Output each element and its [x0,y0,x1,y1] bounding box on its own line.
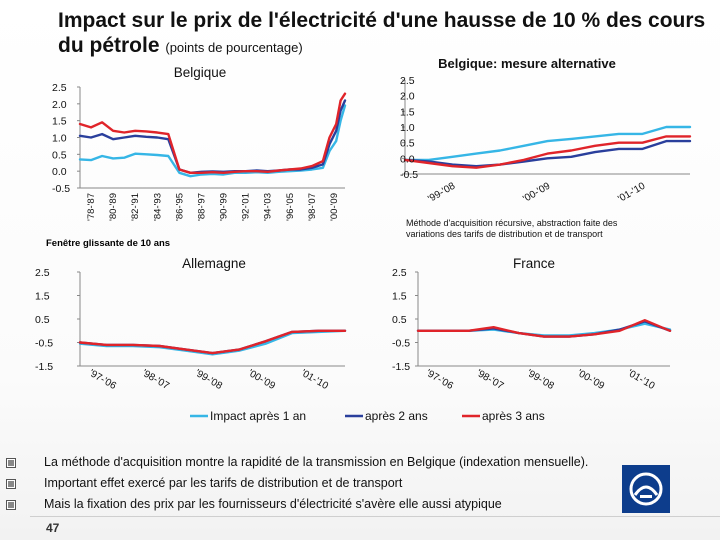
y-tick-label: 0.5 [392,314,407,326]
x-tick-label: '00-'09 [575,368,606,392]
y-tick-label: 1.5 [392,291,407,303]
y-tick-label: -1.5 [392,361,410,373]
bullet-item: Important effet exercé par les tarifs de… [6,473,706,494]
x-tick-label: '01-'10 [299,368,330,392]
x-tick-label: '00-'09 [329,193,340,221]
slide-title-main: Impact sur le prix de l'électricité d'un… [58,9,706,57]
checkbox-bullet-icon [6,479,16,489]
x-tick-label: '88-'97 [196,193,207,221]
nbb-logo-icon [622,465,670,513]
y-tick-label: 1.0 [400,122,415,134]
x-tick-label: '92-'01 [241,193,252,221]
series-line [78,99,347,175]
x-tick-label: '97-'06 [87,368,118,392]
rolling-window-note: Fenêtre glissante de 10 ans [46,238,170,249]
series-line [78,329,347,355]
checkbox-bullet-icon [6,500,16,510]
series-line [78,92,347,175]
series-line [416,319,672,338]
x-tick-label: '98-'07 [474,368,505,392]
chart-title: France [513,256,555,271]
legend-label: Impact après 1 an [210,409,306,423]
series-line [403,139,692,168]
y-tick-label: 1.0 [52,133,67,145]
footer-rule [30,516,720,517]
x-tick-label: '97-'06 [424,368,455,392]
x-tick-label: '98-'07 [140,368,171,392]
x-tick-label: '01-'10 [626,368,657,392]
x-tick-label: '80-'89 [108,193,119,221]
y-tick-label: -0.5 [52,183,70,195]
bullet-item: La méthode d'acquisition montre la rapid… [6,452,706,473]
y-tick-label: 2.5 [400,75,415,87]
y-tick-label: 0.5 [52,149,67,161]
x-tick-label: '00-'09 [246,368,277,392]
x-tick-label: '99-'08 [193,368,224,392]
y-tick-label: 1.5 [52,116,67,128]
charts-canvas: 2.5 2.0 1.5 1.0 0.5 0.0 -0.5 '78-'87 '80-'89 '82-… [35,56,692,423]
x-tick-label: '99-'08 [525,368,556,392]
page-number: 47 [46,521,60,535]
series-line [78,104,347,178]
chart-title: Belgique: mesure alternative [438,56,616,71]
bullet-text: Important effet exercé par les tarifs de… [44,476,403,490]
x-tick-label: '82-'91 [130,193,141,221]
legend-label: après 2 ans [365,409,428,423]
x-tick-label: '86-'95 [174,193,185,221]
y-tick-label: -0.5 [392,338,410,350]
x-tick-label: '00-'09 [521,181,552,205]
legend-label: après 3 ans [482,409,545,423]
x-tick-label: '99-'08 [426,181,457,205]
y-tick-label: 2.5 [52,82,67,94]
chart-title: Allemagne [182,256,246,271]
series-line [403,135,692,169]
y-tick-label: 1.5 [35,291,50,303]
series-line [403,125,692,162]
y-tick-label: -0.5 [35,338,53,350]
y-tick-label: 1.5 [400,106,415,118]
x-tick-label: '96-'05 [285,193,296,221]
checkbox-bullet-icon [6,458,16,468]
chart-legend: Impact après 1 an après 2 ans après 3 ans [190,409,545,423]
x-tick-label: '84-'93 [152,193,163,221]
x-tick-label: '78-'87 [86,193,97,221]
bullet-list: La méthode d'acquisition montre la rapid… [6,452,706,515]
slide-title-sub: (points de pourcentage) [165,40,303,55]
bullet-text: La méthode d'acquisition montre la rapid… [44,455,589,469]
bullet-item: Mais la fixation des prix par les fourni… [6,494,706,515]
y-tick-label: -0.5 [400,169,418,181]
x-tick-label: '98-'07 [307,193,318,221]
y-tick-label: 2.0 [400,91,415,103]
y-tick-label: 0.5 [400,138,415,150]
x-tick-label: '01-'10 [616,181,647,205]
y-tick-label: 2.5 [392,267,407,279]
y-tick-label: 2.0 [52,99,67,111]
y-tick-label: 2.5 [35,267,50,279]
series-line [78,329,347,355]
x-tick-label: '90-'99 [219,193,230,221]
series-line [78,329,347,356]
bullet-text: Mais la fixation des prix par les fourni… [44,497,502,511]
chart-title: Belgique [174,65,227,80]
slide-title: Impact sur le prix de l'électricité d'un… [58,8,718,60]
x-tick-label: '94-'03 [263,193,274,221]
y-tick-label: -1.5 [35,361,53,373]
y-tick-label: 0.0 [52,166,67,178]
method-note: Méthode d'acquisition récursive, abstrac… [406,218,618,239]
y-tick-label: 0.0 [400,153,415,165]
y-tick-label: 0.5 [35,314,50,326]
